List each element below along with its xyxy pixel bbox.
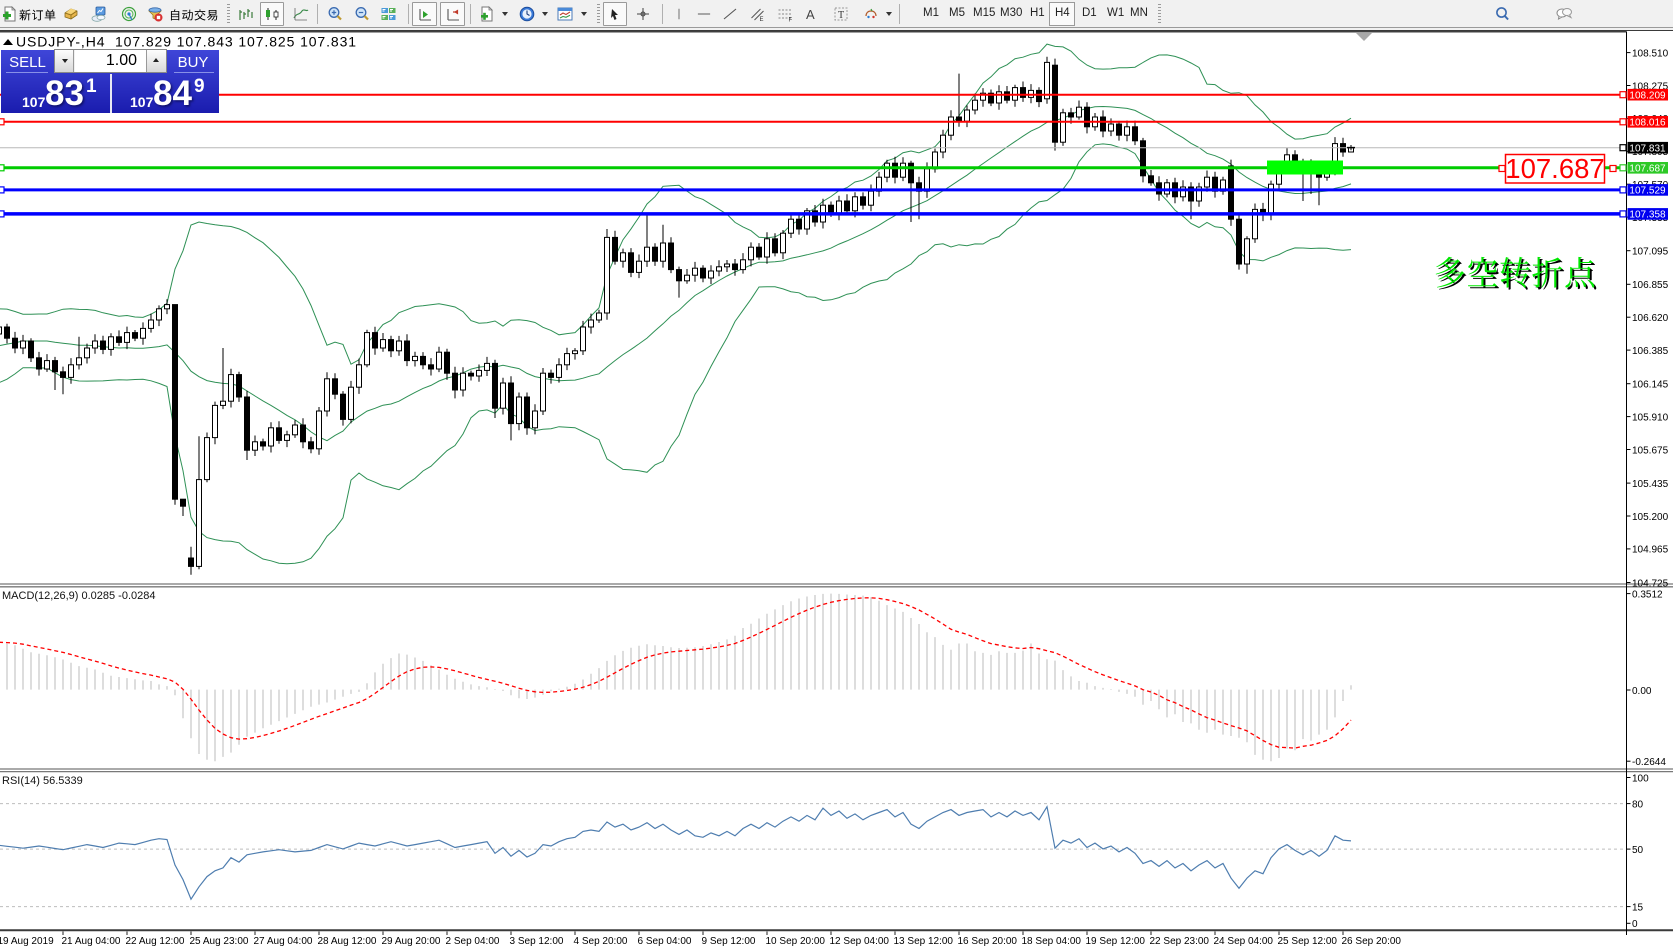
svg-text:F: F <box>789 18 793 23</box>
svg-text:12 Sep 04:00: 12 Sep 04:00 <box>830 936 890 947</box>
svg-text:25 Sep 12:00: 25 Sep 12:00 <box>1278 936 1338 947</box>
svg-text:105.200: 105.200 <box>1632 512 1669 523</box>
svg-text:106.855: 106.855 <box>1632 280 1669 291</box>
svg-text:2 Sep 04:00: 2 Sep 04:00 <box>446 936 500 947</box>
svg-text:19 Sep 12:00: 19 Sep 12:00 <box>1086 936 1146 947</box>
svg-text:105.435: 105.435 <box>1632 479 1669 490</box>
svg-text:107.529: 107.529 <box>1629 186 1666 197</box>
svg-text:-0.2644: -0.2644 <box>1632 757 1666 768</box>
svg-text:16 Sep 20:00: 16 Sep 20:00 <box>958 936 1018 947</box>
svg-text:104.725: 104.725 <box>1632 578 1669 589</box>
svg-text:E: E <box>760 17 764 22</box>
svg-text:29 Aug 20:00: 29 Aug 20:00 <box>382 936 441 947</box>
svg-text:9 Sep 12:00: 9 Sep 12:00 <box>702 936 756 947</box>
svg-text:80: 80 <box>1632 799 1644 810</box>
svg-text:3 Sep 12:00: 3 Sep 12:00 <box>510 936 564 947</box>
svg-text:107.687: 107.687 <box>1629 164 1666 175</box>
svg-text:106.145: 106.145 <box>1632 380 1669 391</box>
svg-text:22 Aug 12:00: 22 Aug 12:00 <box>126 936 185 947</box>
svg-text:RSI(14) 56.5339: RSI(14) 56.5339 <box>2 775 83 787</box>
svg-text:104.965: 104.965 <box>1632 545 1669 556</box>
svg-text:106.620: 106.620 <box>1632 313 1669 324</box>
svg-text:10 Sep 20:00: 10 Sep 20:00 <box>766 936 826 947</box>
svg-text:0.3512: 0.3512 <box>1632 589 1663 600</box>
svg-text:USDJPY-,H4 107.829 107.843 10: USDJPY-,H4 107.829 107.843 107.825 107.8… <box>16 34 357 50</box>
svg-text:100: 100 <box>1632 773 1649 784</box>
svg-text:108.275: 108.275 <box>1632 81 1669 92</box>
svg-text:4 Sep 20:00: 4 Sep 20:00 <box>574 936 628 947</box>
svg-text:26 Sep 20:00: 26 Sep 20:00 <box>1342 936 1402 947</box>
svg-text:18 Sep 04:00: 18 Sep 04:00 <box>1022 936 1082 947</box>
svg-text:107.831: 107.831 <box>1629 143 1666 154</box>
svg-text:107.358: 107.358 <box>1629 210 1666 221</box>
svg-text:13 Sep 12:00: 13 Sep 12:00 <box>894 936 954 947</box>
svg-text:19 Aug 2019: 19 Aug 2019 <box>0 936 54 947</box>
svg-text:27 Aug 04:00: 27 Aug 04:00 <box>254 936 313 947</box>
svg-text:50: 50 <box>1632 845 1644 856</box>
svg-text:22 Sep 23:00: 22 Sep 23:00 <box>1150 936 1210 947</box>
svg-text:106.385: 106.385 <box>1632 346 1669 357</box>
svg-text:108.510: 108.510 <box>1632 48 1669 59</box>
svg-text:24 Sep 04:00: 24 Sep 04:00 <box>1214 936 1274 947</box>
svg-text:108.209: 108.209 <box>1629 90 1666 101</box>
svg-text:25 Aug 23:00: 25 Aug 23:00 <box>190 936 249 947</box>
svg-text:0: 0 <box>1632 919 1638 930</box>
svg-text:T: T <box>838 10 844 21</box>
svg-text:105.675: 105.675 <box>1632 445 1669 456</box>
svg-text:105.910: 105.910 <box>1632 412 1669 423</box>
svg-text:107.687: 107.687 <box>1505 153 1604 184</box>
svg-text:108.016: 108.016 <box>1629 118 1666 129</box>
svg-text:6 Sep 04:00: 6 Sep 04:00 <box>638 936 692 947</box>
svg-text:0.00: 0.00 <box>1632 686 1652 697</box>
svg-text:15: 15 <box>1632 902 1644 913</box>
svg-text:21 Aug 04:00: 21 Aug 04:00 <box>62 936 121 947</box>
svg-text:28 Aug 12:00: 28 Aug 12:00 <box>318 936 377 947</box>
svg-text:107.095: 107.095 <box>1632 247 1669 258</box>
svg-text:MACD(12,26,9) 0.0285 -0.0284: MACD(12,26,9) 0.0285 -0.0284 <box>2 590 155 602</box>
